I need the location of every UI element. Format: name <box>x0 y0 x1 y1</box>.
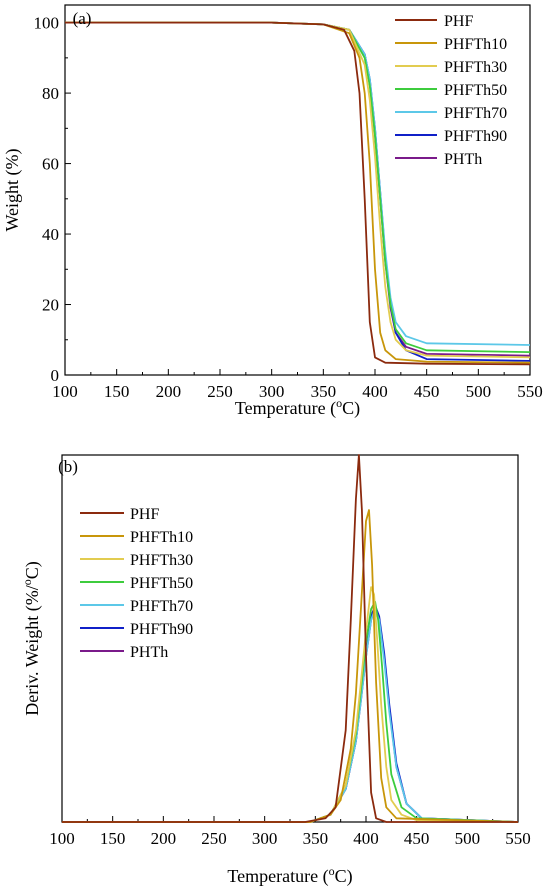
x-tick-label: 250 <box>207 382 233 401</box>
x-tick-label: 100 <box>49 829 75 848</box>
x-tick-label: 150 <box>100 829 126 848</box>
series-line-phf <box>62 454 518 823</box>
legend-label-phth: PHTh <box>130 644 168 661</box>
y-axis-title: Deriv. Weight (%/oC) <box>20 561 43 716</box>
y-tick-label: 20 <box>42 296 59 315</box>
x-tick-label: 300 <box>259 382 285 401</box>
y-tick-label: 40 <box>42 225 59 244</box>
y-axis-title: Weight (%) <box>2 148 23 231</box>
chart-panel-1: 100 150 200 250 300 350 400 450 500 550 0 20 40 60 80 1… <box>2 4 543 419</box>
x-tick-label: 200 <box>151 829 177 848</box>
y-tick-label: 60 <box>42 155 59 174</box>
x-tick-label: 400 <box>353 829 379 848</box>
legend-label-phf: PHF <box>130 506 159 523</box>
x-tick-label: 550 <box>505 829 531 848</box>
legend-label-phf: PHF <box>444 13 473 30</box>
y-tick-label: 80 <box>42 84 59 103</box>
x-tick-label: 550 <box>517 382 543 401</box>
panel-label: (a) <box>73 9 92 28</box>
series-line-phth <box>62 608 519 823</box>
chart-panel-2: 100 150 200 250 300 350 400 450 500 550 PHF PHFTh10… <box>20 454 531 887</box>
panel-label: (b) <box>58 457 78 476</box>
legend-label-phfth10: PHFTh10 <box>444 36 507 53</box>
legend-label-phfth50: PHFTh50 <box>130 575 193 592</box>
legend-label-phfth90: PHFTh90 <box>444 128 507 145</box>
x-tick-label: 350 <box>311 382 337 401</box>
x-tick-label: 500 <box>455 829 481 848</box>
x-tick-label: 400 <box>362 382 388 401</box>
legend-label-phfth30: PHFTh30 <box>130 552 193 569</box>
y-tick-label: 100 <box>34 14 60 33</box>
series-line-phfth70 <box>62 608 519 823</box>
x-tick-label: 300 <box>252 829 278 848</box>
y-tick-label: 0 <box>51 366 60 385</box>
x-tick-label: 500 <box>466 382 492 401</box>
series-line-phf <box>65 21 531 366</box>
x-axis-title: Temperature (oC) <box>227 864 352 887</box>
x-axis-title: Temperature (oC) <box>235 396 360 419</box>
x-tick-label: 150 <box>104 382 130 401</box>
legend-label-phfth90: PHFTh90 <box>130 621 193 638</box>
legend-label-phfth70: PHFTh70 <box>130 598 193 615</box>
x-tick-label: 450 <box>414 382 440 401</box>
x-tick-label: 250 <box>201 829 227 848</box>
legend-label-phth: PHTh <box>444 151 482 168</box>
x-tick-label: 200 <box>156 382 182 401</box>
legend-label-phfth30: PHFTh30 <box>444 59 507 76</box>
x-tick-label: 350 <box>303 829 329 848</box>
x-tick-label: 450 <box>404 829 430 848</box>
legend-label-phfth70: PHFTh70 <box>444 105 507 122</box>
x-tick-label: 100 <box>52 382 78 401</box>
legend-label-phfth50: PHFTh50 <box>444 82 507 99</box>
legend-label-phfth10: PHFTh10 <box>130 529 193 546</box>
